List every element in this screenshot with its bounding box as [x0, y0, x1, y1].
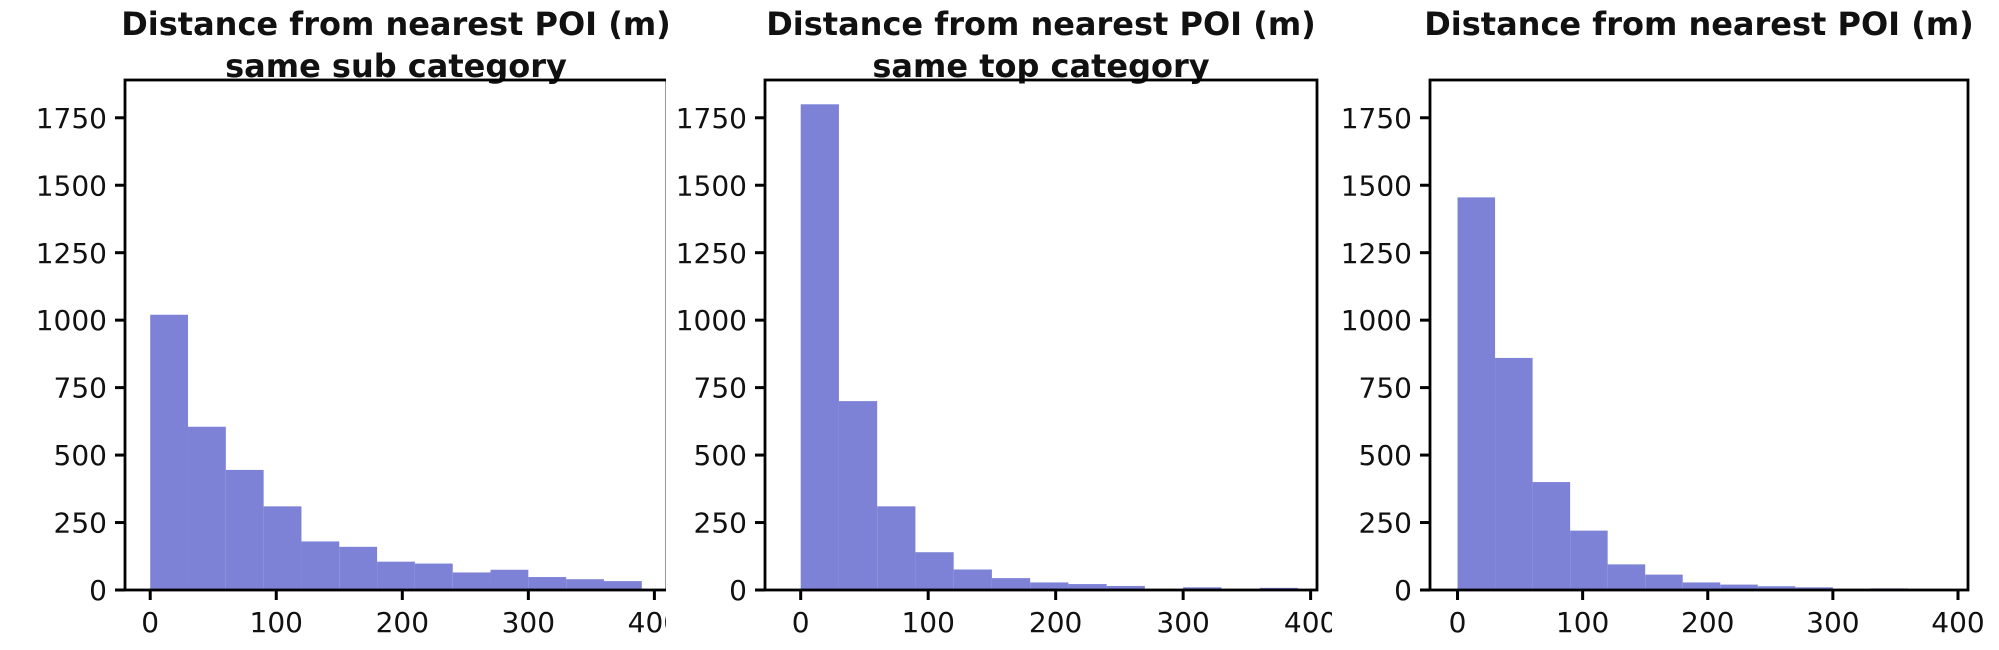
x-tick-label: 300	[502, 606, 555, 639]
histogram-bar	[188, 426, 226, 590]
histogram-same-sub-category: Distance from nearest POI (m) same sub c…	[0, 0, 671, 650]
chart-title: Distance from nearest POI (m) same sub c…	[55, 4, 737, 87]
x-tick-label: 400	[1284, 606, 1332, 639]
y-tick-label: 1750	[676, 102, 747, 135]
y-tick-label: 1500	[36, 169, 107, 202]
histogram-bar	[263, 506, 302, 590]
chart-title-line1: Distance from nearest POI (m)	[766, 5, 1316, 43]
y-tick-label: 1750	[1341, 102, 1412, 135]
histogram-bar	[1720, 584, 1758, 590]
y-tick-label: 1250	[676, 237, 747, 270]
histogram-bar	[1068, 584, 1107, 590]
histogram-bar	[953, 569, 992, 590]
x-tick-label: 200	[1029, 606, 1082, 639]
histogram-bar	[603, 581, 642, 590]
histogram-bar	[1570, 530, 1608, 590]
y-tick-label: 0	[1394, 574, 1412, 607]
x-tick-label: 400	[628, 606, 666, 639]
histogram-bar	[877, 506, 916, 590]
histogram-bar	[838, 401, 878, 590]
x-tick-label: 400	[1931, 606, 1984, 639]
plot-area: 0 100 200 300 400 0 250 500 750 1000 1250 1500 1750	[1341, 78, 1985, 639]
x-tick-label: 100	[901, 606, 954, 639]
y-tick-label: 750	[694, 372, 747, 405]
histogram-bar	[414, 563, 453, 590]
x-tick-label: 0	[141, 606, 159, 639]
y-tick-label: 1000	[36, 304, 107, 337]
y-tick-label: 250	[694, 507, 747, 540]
histogram-bar	[1682, 582, 1721, 590]
chart-title-line1: Distance from nearest POI (m)	[121, 5, 671, 43]
histogram-bar	[1532, 482, 1571, 590]
x-tick-label: 300	[1156, 606, 1209, 639]
histogram-bar	[1457, 197, 1496, 590]
x-tick-label: 0	[1449, 606, 1467, 639]
histogram-bar	[150, 314, 189, 590]
x-tick-label: 0	[792, 606, 810, 639]
histogram-bar	[1106, 585, 1145, 590]
y-tick-label: 750	[1359, 372, 1412, 405]
x-tick-label: 200	[376, 606, 429, 639]
y-tick-label: 500	[1359, 439, 1412, 472]
plot-border	[1428, 78, 1970, 592]
histogram-all-categories: Distance from nearest POI (m) 0 100 200 300…	[1333, 0, 1999, 650]
y-tick-label: 500	[54, 439, 107, 472]
x-tick-label: 100	[1556, 606, 1609, 639]
chart-title: Distance from nearest POI (m)	[1360, 4, 1999, 46]
x-tick-label: 300	[1806, 606, 1859, 639]
y-tick-label: 1000	[1341, 304, 1412, 337]
histogram-same-top-category: Distance from nearest POI (m) same top c…	[666, 0, 1332, 650]
plot-border	[763, 78, 1319, 592]
histogram-bar	[225, 469, 264, 590]
plot-border	[123, 78, 666, 592]
y-tick-label: 0	[89, 574, 107, 607]
histogram-bar	[566, 579, 604, 590]
histogram-bar	[1607, 564, 1646, 590]
plot-area: 0 100 200 300 400 0 250 500 750 1000 1250 1500 1750	[36, 78, 666, 639]
histogram-bar	[800, 104, 839, 590]
histogram-bar	[377, 561, 415, 590]
y-tick-label: 0	[729, 574, 747, 607]
y-tick-label: 500	[694, 439, 747, 472]
chart-title-line2: same top category	[872, 46, 1210, 85]
y-tick-label: 1750	[36, 102, 107, 135]
chart-title-line2: same sub category	[225, 46, 567, 85]
histogram-bar	[991, 578, 1031, 590]
y-tick-label: 1250	[36, 237, 107, 270]
y-tick-label: 750	[54, 372, 107, 405]
histogram-bar	[1030, 582, 1069, 590]
y-tick-label: 1500	[1341, 169, 1412, 202]
histogram-bar	[1757, 586, 1796, 590]
y-tick-label: 250	[54, 507, 107, 540]
histogram-bar	[528, 577, 567, 590]
x-tick-label: 100	[250, 606, 303, 639]
histogram-bar	[301, 541, 340, 590]
histogram-bar	[339, 546, 378, 590]
y-tick-label: 1250	[1341, 237, 1412, 270]
histogram-bar	[1645, 574, 1683, 590]
chart-title: Distance from nearest POI (m) same top c…	[695, 4, 1387, 87]
y-tick-label: 1500	[676, 169, 747, 202]
x-tick-label: 200	[1681, 606, 1734, 639]
y-tick-label: 1000	[676, 304, 747, 337]
histogram-bar	[915, 552, 954, 590]
plot-area: 0 100 200 300 400 0 250 500 750 1000 1250 1500 1750	[676, 78, 1332, 639]
histogram-bar	[1495, 357, 1533, 590]
chart-title-line1: Distance from nearest POI (m)	[1424, 5, 1974, 43]
y-tick-label: 250	[1359, 507, 1412, 540]
histogram-bar	[490, 569, 529, 590]
histogram-bar	[452, 572, 491, 590]
